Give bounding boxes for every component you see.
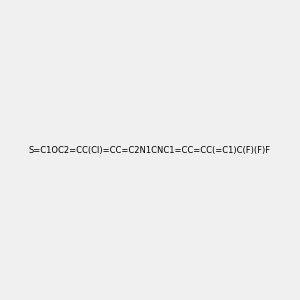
Text: S=C1OC2=CC(Cl)=CC=C2N1CNC1=CC=CC(=C1)C(F)(F)F: S=C1OC2=CC(Cl)=CC=C2N1CNC1=CC=CC(=C1)C(F… [29,146,271,154]
